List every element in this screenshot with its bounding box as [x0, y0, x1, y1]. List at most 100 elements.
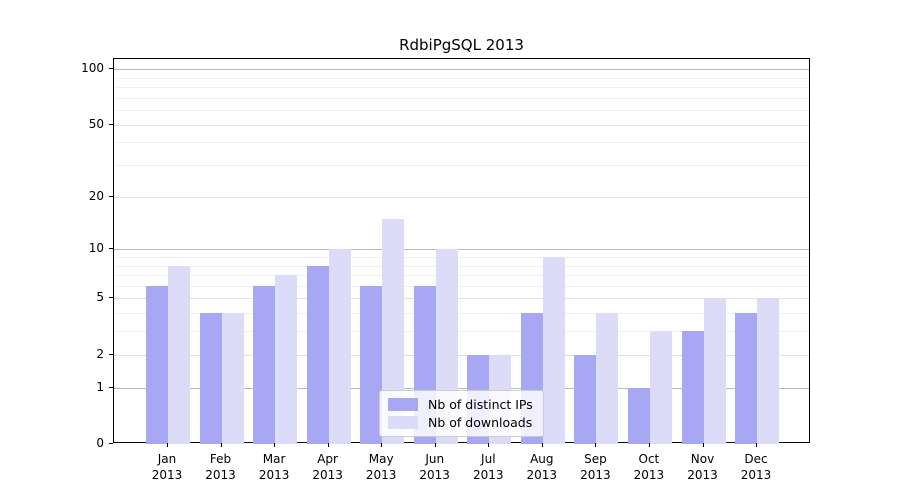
bar-downloads-may: [382, 218, 405, 444]
y-tick-100: [109, 68, 113, 69]
gridline-minor-80: [114, 86, 809, 88]
x-label-month: Oct: [638, 452, 660, 466]
y-label-100: 100: [81, 61, 104, 75]
bar-downloads-dec: [757, 298, 779, 444]
x-label-year: 2013: [526, 468, 558, 482]
gridline-minor-70: [114, 97, 809, 99]
chart-title: RdbiPgSQL 2013: [399, 36, 524, 54]
x-label-may: May 2013: [351, 451, 411, 483]
gridline-major-50: [114, 124, 809, 126]
bar-ips-dec: [735, 313, 757, 444]
gridlines-layer: [114, 59, 809, 442]
x-tick-jun: [434, 443, 436, 447]
bar-ips-sep: [574, 354, 597, 444]
x-label-year: 2013: [312, 468, 343, 482]
y-label-2: 2: [96, 346, 104, 361]
plot-area: Nb of distinct IPs Nb of downloads: [113, 58, 810, 444]
x-label-feb: Feb 2013: [191, 451, 251, 483]
x-label-year: 2013: [419, 468, 450, 482]
gridline-minor-90: [114, 77, 809, 79]
x-label-year: 2013: [687, 468, 718, 482]
y-label-1: 1: [96, 379, 104, 394]
bars-layer: [114, 59, 809, 444]
y-tick-5: [109, 297, 113, 299]
bar-downloads-apr: [328, 249, 351, 444]
gridline-decade-1: [114, 387, 809, 389]
y-label-50: 50: [88, 116, 104, 131]
x-label-oct: Oct 2013: [619, 451, 679, 483]
legend-label-downloads: Nb of downloads: [428, 415, 533, 430]
bar-ips-mar: [253, 285, 276, 444]
x-tick-jul: [488, 443, 490, 447]
x-tick-mar: [274, 443, 276, 447]
gridline-minor-7: [114, 275, 809, 276]
bar-ips-feb: [199, 313, 222, 444]
bar-ips-may: [360, 285, 383, 444]
y-label-10: 10: [88, 241, 104, 256]
x-tick-nov: [702, 443, 704, 447]
x-label-year: 2013: [151, 468, 183, 482]
x-label-jun: Jun 2013: [405, 451, 465, 483]
bar-downloads-oct: [649, 331, 672, 444]
legend-swatch-downloads-icon: [388, 416, 418, 429]
x-tick-jan: [167, 443, 168, 447]
x-tick-may: [381, 443, 383, 447]
bar-downloads-feb: [221, 313, 244, 444]
legend-label-distinct-ips: Nb of distinct IPs: [428, 397, 533, 412]
x-label-dec: Dec 2013: [726, 451, 786, 483]
x-label-month: May: [368, 452, 394, 466]
x-label-year: 2013: [258, 468, 290, 482]
legend: Nb of distinct IPs Nb of downloads: [379, 390, 544, 437]
x-label-month: Jun: [425, 452, 445, 466]
gridline-minor-30: [114, 165, 809, 166]
x-label-sep: Sep 2013: [565, 451, 625, 483]
bar-ips-nov: [681, 331, 704, 444]
x-label-mar: Mar 2013: [244, 451, 304, 483]
legend-swatch-distinct-ips-icon: [388, 398, 418, 411]
y-tick-1: [109, 386, 113, 388]
x-label-month: Sep: [584, 452, 607, 466]
x-label-month: Dec: [744, 452, 768, 466]
x-tick-apr: [327, 443, 329, 447]
x-label-year: 2013: [205, 468, 236, 482]
x-label-month: Mar: [262, 452, 286, 466]
bar-downloads-nov: [703, 298, 726, 444]
bar-downloads-mar: [275, 275, 298, 444]
x-label-month: Jul: [481, 452, 496, 466]
y-label-0: 0: [96, 436, 104, 450]
gridline-minor-9: [114, 256, 809, 258]
gridline-minor-3: [114, 331, 809, 333]
gridline-decade-10: [114, 249, 809, 251]
x-label-year: 2013: [365, 468, 397, 482]
x-tick-oct: [648, 443, 650, 447]
x-label-jan: Jan 2013: [137, 451, 197, 483]
x-tick-sep: [595, 443, 597, 447]
gridline-decade-100: [114, 69, 809, 70]
x-label-year: 2013: [473, 468, 504, 482]
gridline-minor-4: [114, 313, 809, 315]
gridline-minor-40: [114, 142, 809, 144]
x-label-month: Aug: [530, 452, 554, 466]
x-label-year: 2013: [633, 468, 665, 482]
x-label-jul: Jul 2013: [458, 451, 518, 483]
bar-downloads-sep: [596, 313, 619, 444]
y-tick-10: [109, 248, 113, 250]
x-label-aug: Aug 2013: [512, 451, 572, 483]
y-tick-50: [109, 123, 113, 125]
bar-ips-oct: [627, 387, 650, 444]
y-tick-2: [109, 353, 113, 355]
legend-item-downloads: Nb of downloads: [388, 415, 533, 430]
y-label-5: 5: [96, 290, 104, 305]
gridline-major-5: [114, 298, 809, 300]
gridline-minor-8: [114, 265, 809, 267]
x-label-month: Jan: [157, 452, 177, 466]
x-label-year: 2013: [580, 468, 611, 482]
y-label-20: 20: [88, 188, 104, 203]
bar-ips-jan: [146, 285, 168, 444]
x-tick-aug: [541, 443, 543, 447]
gridline-minor-60: [114, 110, 809, 111]
x-label-year: 2013: [740, 468, 772, 482]
bar-downloads-jan: [168, 265, 190, 444]
x-label-month: Feb: [209, 452, 232, 466]
